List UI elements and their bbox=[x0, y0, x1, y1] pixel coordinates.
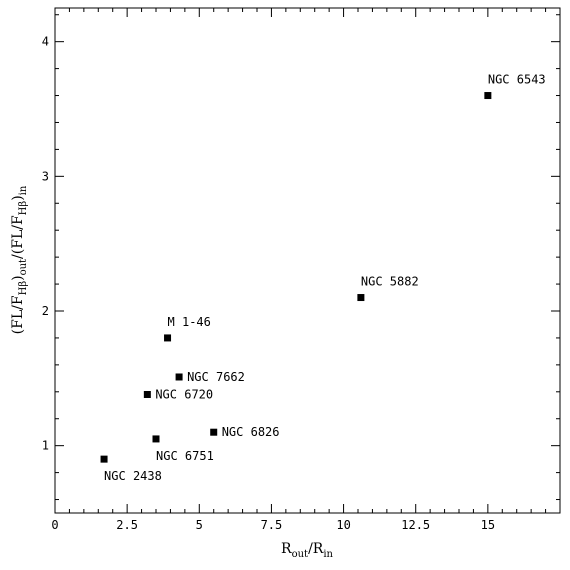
y-tick-label: 4 bbox=[42, 35, 49, 49]
data-point-label: NGC 6543 bbox=[488, 73, 546, 87]
data-point bbox=[484, 92, 492, 100]
x-tick-label: 12.5 bbox=[401, 518, 430, 532]
data-point-label: NGC 2438 bbox=[104, 469, 162, 483]
data-point-label: NGC 6826 bbox=[222, 425, 280, 439]
x-tick-label: 7.5 bbox=[261, 518, 283, 532]
data-point-label: NGC 7662 bbox=[187, 370, 245, 384]
data-point-label: NGC 5882 bbox=[361, 275, 419, 289]
x-tick-label: 15 bbox=[481, 518, 495, 532]
data-point bbox=[143, 390, 151, 398]
data-points: NGC 2438 NGC 6720 NGC 6751 M 1-46 NGC 7662 NG… bbox=[100, 73, 546, 483]
data-point bbox=[164, 334, 172, 342]
y-tick-label: 3 bbox=[42, 169, 49, 183]
y-tick-label: 2 bbox=[42, 304, 49, 318]
y-tick-label: 1 bbox=[42, 439, 49, 453]
data-point bbox=[100, 455, 108, 463]
data-point-label: M 1-46 bbox=[168, 315, 211, 329]
x-tick-label: 5 bbox=[196, 518, 203, 532]
data-point bbox=[210, 428, 218, 436]
x-tick-label: 0 bbox=[51, 518, 58, 532]
x-tick-label: 2.5 bbox=[116, 518, 138, 532]
data-point-label: NGC 6720 bbox=[155, 387, 213, 401]
x-axis-title: Rout/Rin bbox=[281, 541, 333, 560]
data-point-label: NGC 6751 bbox=[156, 449, 214, 463]
data-point bbox=[357, 294, 365, 302]
x-tick-label: 10 bbox=[336, 518, 350, 532]
data-point bbox=[175, 373, 183, 381]
plot-frame bbox=[54, 7, 561, 514]
y-axis-title: (FL/FHβ)out/(FL/FHβ)in bbox=[10, 185, 29, 334]
data-point bbox=[152, 435, 160, 443]
axis-ticks: 0 2.5 5 7.5 10 12.5 15 1 2 3 4 bbox=[42, 8, 561, 532]
